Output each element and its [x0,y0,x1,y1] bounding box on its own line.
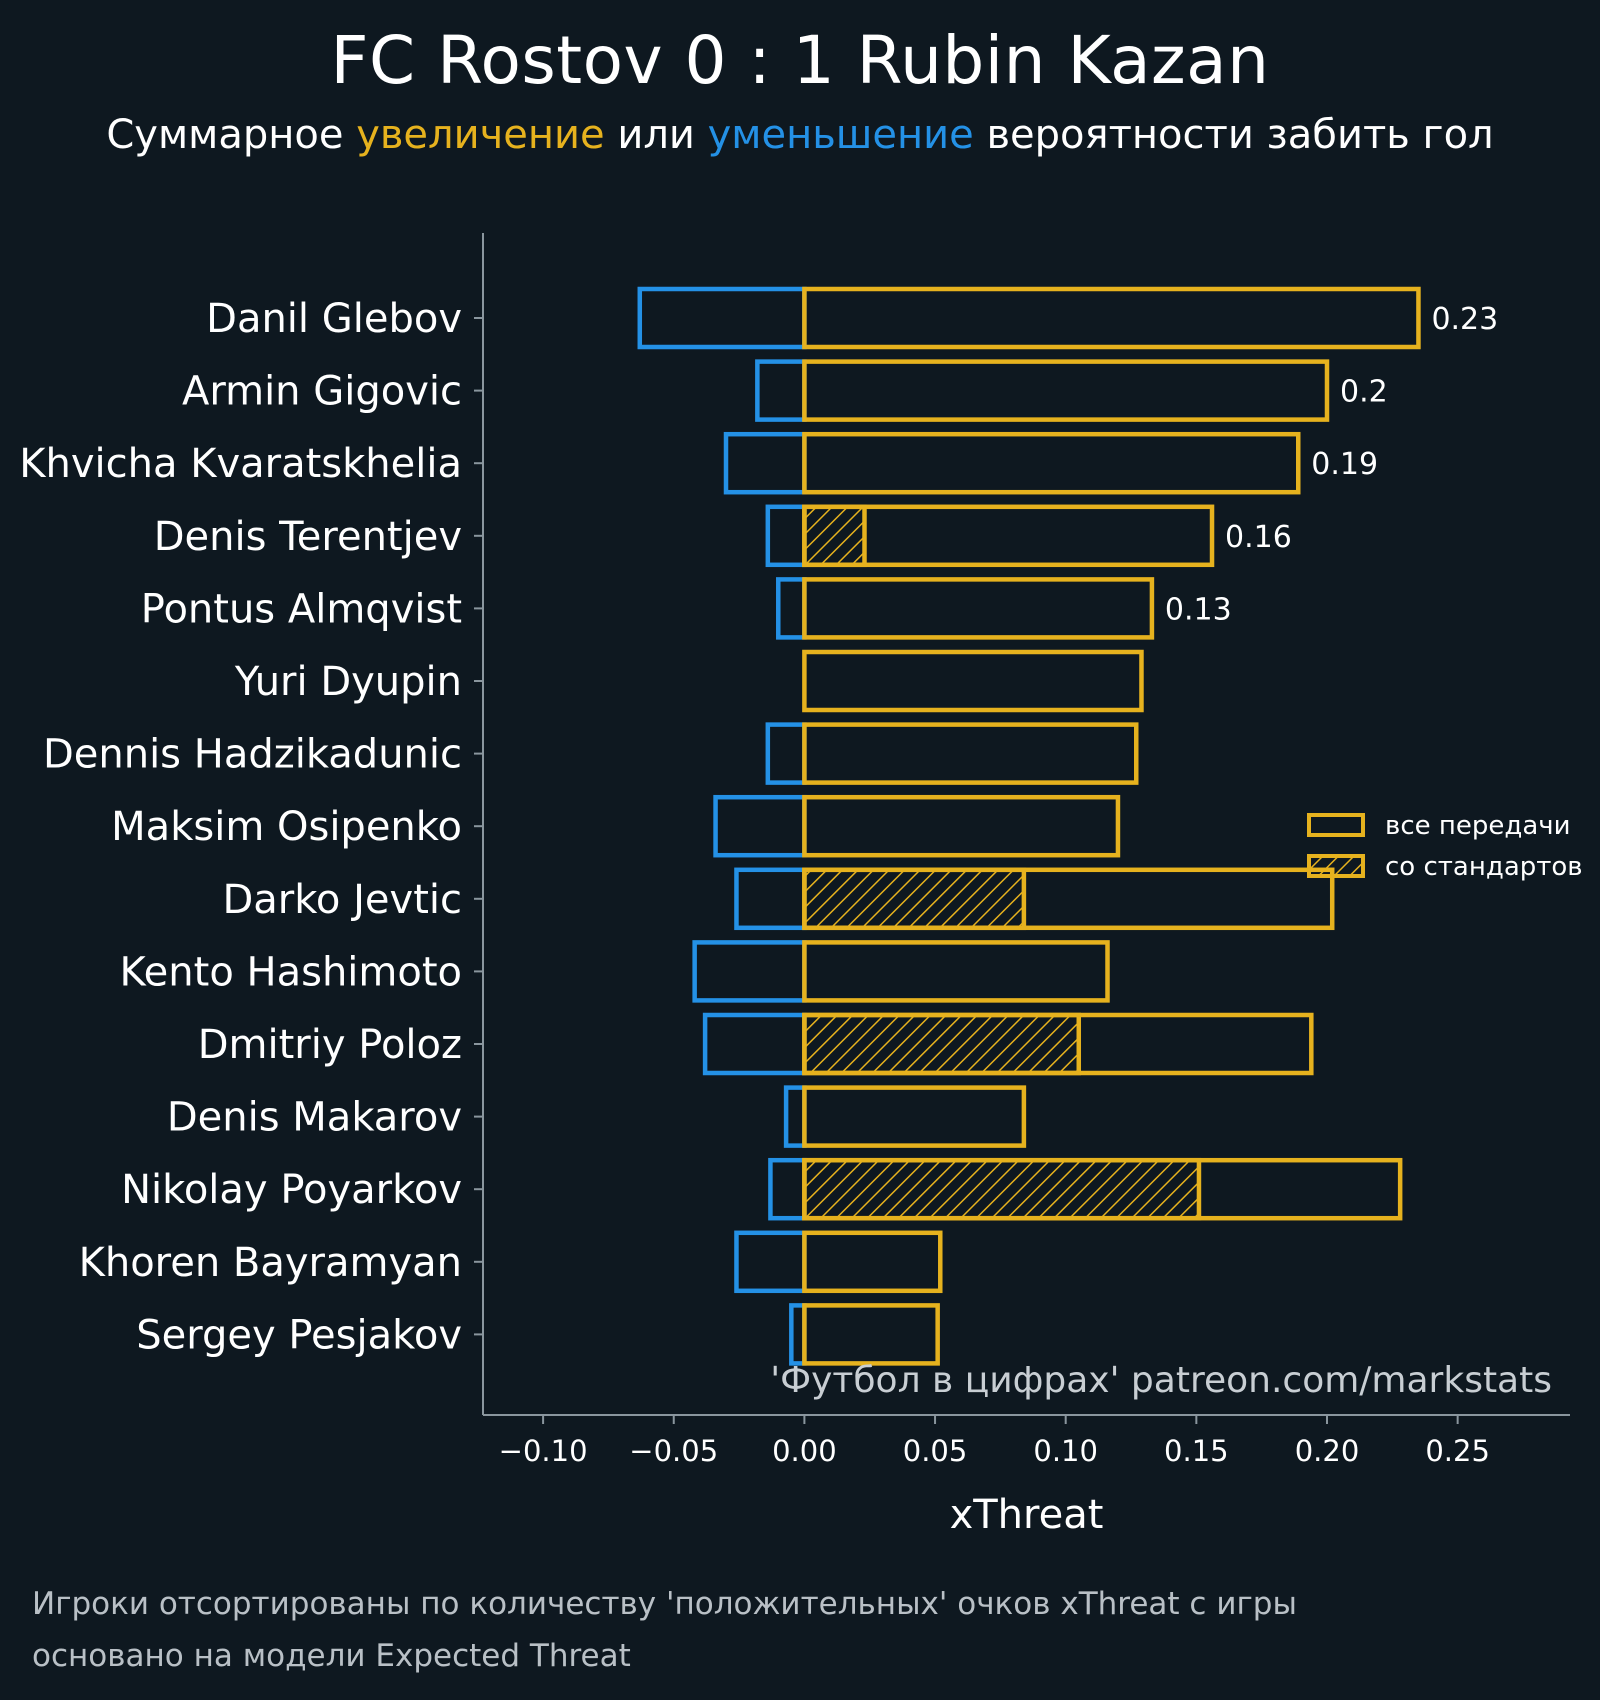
positive-bar [802,286,1421,350]
negative-bar [768,1157,807,1221]
x-tick-label: 0.15 [1164,1434,1229,1468]
x-tick-label: 0.05 [903,1434,968,1468]
subtitle-decrease-word: уменьшение [707,112,974,158]
player-label: Sergey Pesjakov [136,1312,462,1358]
plot-area: −0.10 −0.05 0.00 0.05 0.10 0.15 0.20 0.25 xThrea… [19,233,1583,1538]
negative-bar [692,940,807,1003]
positive-bar [802,504,1215,568]
positive-bar [802,940,1110,1003]
player-label: Pontus Almqvist [141,586,462,632]
negative-bar [723,431,807,495]
positive-bar [802,359,1330,422]
positive-bar [802,649,1144,713]
positive-bar [802,722,1139,785]
positive-bar [802,1230,943,1294]
player-label: Denis Makarov [167,1095,462,1141]
positive-bar [802,1012,1314,1076]
x-tick-label: 0.10 [1033,1434,1098,1468]
x-tick-label: −0.05 [629,1434,718,1468]
negative-bar [637,286,807,350]
negative-bar [783,1085,807,1148]
positive-bar [802,1085,1027,1148]
legend-all-passes-label: все передачи [1385,811,1571,841]
positive-bar [802,794,1121,858]
chart-title: FC Rostov 0 : 1 Rubin Kazan [330,22,1270,99]
x-tick-label: 0.20 [1295,1434,1360,1468]
player-label: Maksim Osipenko [111,804,462,850]
set-piece-bar [802,504,867,568]
value-label: 0.2 [1340,375,1388,410]
player-label: Armin Gigovic [182,369,462,415]
positive-bar [802,867,1335,931]
value-label: 0.23 [1431,302,1498,337]
player-label: Nikolay Poyarkov [121,1167,462,1213]
negative-bar [755,359,807,422]
player-label: Khoren Bayramyan [79,1240,462,1286]
legend-all-passes-swatch [1307,813,1365,837]
negative-bar [765,504,807,568]
legend-set-pieces-label: со стандартов [1385,852,1583,882]
player-label: Dmitriy Poloz [198,1022,462,1068]
player-label: Danil Glebov [206,296,462,342]
legend-set-pieces-swatch [1307,854,1365,878]
player-label: Denis Terentjev [154,514,462,560]
positive-bar [802,1303,940,1366]
set-piece-bar [802,1157,1202,1221]
footnote-sorting: Игроки отсортированы по количеству 'поло… [32,1586,1297,1622]
subtitle-increase-word: увеличение [356,112,605,158]
positive-bar [802,577,1155,640]
positive-bar [802,1157,1403,1221]
player-label: Dennis Hadzikadunic [43,732,462,778]
value-label: 0.13 [1165,592,1232,627]
subtitle-middle: или [617,112,695,158]
subtitle-prefix: Суммарное [106,112,344,158]
x-tick-label: 0.25 [1425,1434,1490,1468]
negative-bar [702,1012,807,1076]
set-piece-bar [802,1012,1082,1076]
set-piece-bar [802,867,1027,931]
player-label: Khvicha Kvaratskhelia [19,441,462,487]
subtitle-suffix: вероятности забить гол [986,112,1494,158]
negative-bar [765,722,807,785]
chart-subtitle: Суммарное увеличение или уменьшение веро… [0,112,1600,158]
x-axis-label: xThreat [950,1492,1104,1538]
negative-bar [776,577,807,640]
x-tick-label: −0.10 [499,1434,588,1468]
footnote-model: основано на модели Expected Threat [32,1638,631,1674]
player-label: Kento Hashimoto [119,949,462,995]
negative-bar [734,867,807,931]
watermark: 'Футбол в цифрах' patreon.com/markstats [770,1360,1552,1401]
value-label: 0.16 [1225,520,1292,555]
player-label: Yuri Dyupin [234,659,462,705]
negative-bar [713,794,807,858]
positive-bar [802,431,1301,495]
value-label: 0.19 [1311,447,1378,482]
negative-bar [734,1230,807,1294]
x-tick-label: 0.00 [772,1434,837,1468]
player-label: Darko Jevtic [222,877,462,923]
